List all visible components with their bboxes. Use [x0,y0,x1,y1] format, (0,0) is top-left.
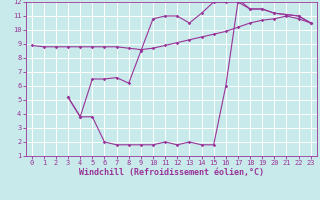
X-axis label: Windchill (Refroidissement éolien,°C): Windchill (Refroidissement éolien,°C) [79,168,264,177]
